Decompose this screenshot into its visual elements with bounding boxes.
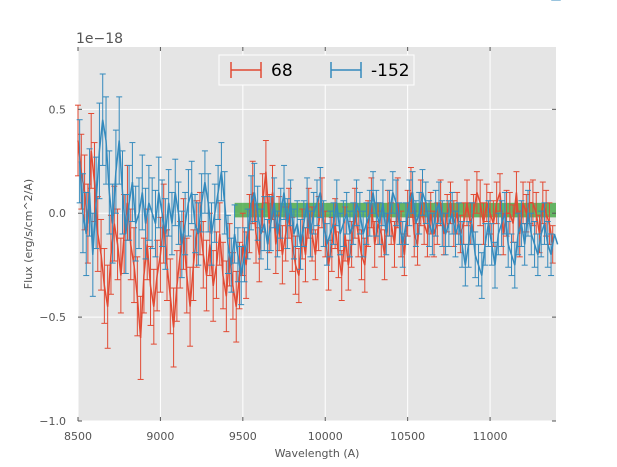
y-tick-label: −0.5 (39, 311, 66, 324)
y-tick-label: 0.5 (49, 103, 67, 116)
legend-label: -152 (371, 61, 410, 81)
series-layer (75, 0, 561, 380)
legend-entry-minus-152: -152 (330, 61, 410, 81)
x-tick-label: 11000 (473, 430, 508, 443)
x-axis-label: Wavelength (A) (275, 447, 360, 460)
x-tick-label: 9500 (229, 430, 257, 443)
legend-label: 68 (271, 61, 293, 81)
y-tick-label: −1.0 (39, 415, 66, 428)
legend-entry-68: 68 (230, 61, 293, 81)
x-tick-label: 8500 (64, 430, 92, 443)
y-axis-offset-label: 1e−18 (76, 31, 123, 47)
x-tick-label: 10000 (308, 430, 343, 443)
y-tick-label: 0.0 (49, 207, 67, 220)
legend-marker (230, 62, 262, 78)
x-tick-label: 9000 (146, 430, 174, 443)
series-line (78, 119, 559, 276)
legend-marker (330, 62, 362, 78)
y-axis-label: Flux (erg/s/cm^2/A) (22, 179, 35, 289)
legend: 68 -152 (218, 54, 415, 86)
band-layer (234, 202, 556, 218)
series-line (77, 140, 554, 338)
ticks: 8500 9000 9500 10000 10500 11000 −1.0 −0.5 0.0 0.… (39, 47, 556, 443)
series-minus-152 (76, 0, 561, 306)
highlight-band (234, 202, 556, 218)
x-tick-label: 10500 (390, 430, 425, 443)
